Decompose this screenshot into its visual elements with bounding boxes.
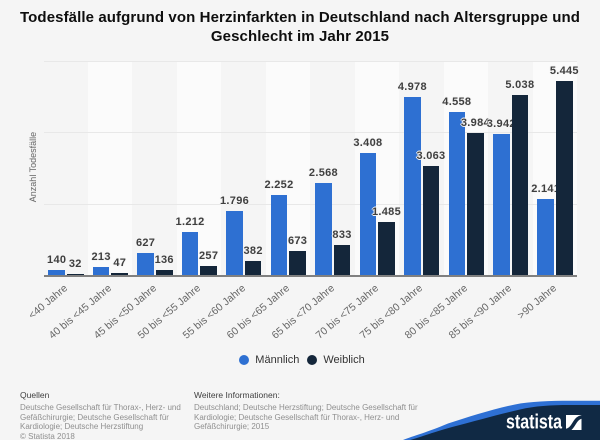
svg-text:statista: statista xyxy=(506,412,563,434)
